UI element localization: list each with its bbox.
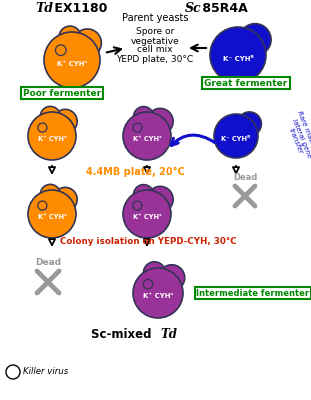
Circle shape bbox=[214, 114, 258, 158]
Text: cell mix: cell mix bbox=[137, 46, 173, 54]
Text: K⁺ CYHˢ: K⁺ CYHˢ bbox=[143, 293, 173, 299]
Text: 4.4MB plate, 20°C: 4.4MB plate, 20°C bbox=[86, 167, 184, 177]
Text: Td: Td bbox=[160, 328, 177, 342]
Text: Colony isolation on YEPD-CYH, 30°C: Colony isolation on YEPD-CYH, 30°C bbox=[60, 238, 236, 246]
Circle shape bbox=[38, 123, 47, 132]
Circle shape bbox=[44, 32, 100, 88]
Text: EX1180: EX1180 bbox=[50, 2, 107, 14]
Text: K⁺ CYHˢ: K⁺ CYHˢ bbox=[38, 136, 66, 142]
Text: vegetative: vegetative bbox=[131, 36, 179, 46]
Text: Sc: Sc bbox=[185, 2, 202, 14]
Text: Dead: Dead bbox=[233, 173, 257, 182]
Circle shape bbox=[53, 109, 77, 133]
Circle shape bbox=[133, 268, 183, 318]
Text: Rare mating or
lateral gene
transfer: Rare mating or lateral gene transfer bbox=[283, 110, 311, 166]
Circle shape bbox=[6, 365, 20, 379]
Text: Killer virus: Killer virus bbox=[23, 368, 68, 376]
Circle shape bbox=[28, 112, 76, 160]
Text: 85R4A: 85R4A bbox=[198, 2, 248, 14]
Circle shape bbox=[159, 265, 185, 291]
Circle shape bbox=[237, 112, 262, 136]
Circle shape bbox=[123, 190, 171, 238]
Text: YEPD plate, 30°C: YEPD plate, 30°C bbox=[116, 54, 193, 64]
Circle shape bbox=[134, 185, 154, 205]
Text: K⁺ CYHˢ: K⁺ CYHˢ bbox=[38, 214, 66, 220]
Circle shape bbox=[73, 29, 101, 57]
Text: Spore or: Spore or bbox=[136, 28, 174, 36]
Circle shape bbox=[40, 184, 60, 204]
Text: K⁺ CYHˢ: K⁺ CYHˢ bbox=[133, 136, 161, 142]
Text: Poor fermenter: Poor fermenter bbox=[23, 88, 101, 98]
Text: Parent yeasts: Parent yeasts bbox=[122, 13, 188, 23]
Text: Sc-mixed: Sc-mixed bbox=[91, 328, 156, 342]
Circle shape bbox=[59, 26, 81, 48]
Circle shape bbox=[147, 108, 173, 134]
Circle shape bbox=[53, 187, 77, 211]
Circle shape bbox=[133, 123, 142, 132]
Circle shape bbox=[134, 107, 154, 127]
Circle shape bbox=[147, 186, 173, 212]
Circle shape bbox=[40, 106, 60, 126]
Circle shape bbox=[143, 262, 165, 284]
Text: K⁻ CYHᴿ: K⁻ CYHᴿ bbox=[221, 136, 251, 142]
Text: Dead: Dead bbox=[35, 258, 61, 267]
Text: Great fermenter: Great fermenter bbox=[204, 78, 288, 88]
Text: Td: Td bbox=[35, 2, 53, 14]
Circle shape bbox=[133, 201, 142, 210]
Text: Intermediate fermenter: Intermediate fermenter bbox=[197, 288, 309, 298]
Circle shape bbox=[123, 112, 171, 160]
Text: K⁻ CYHᴿ: K⁻ CYHᴿ bbox=[223, 56, 253, 62]
Text: K⁺ CYHˢ: K⁺ CYHˢ bbox=[133, 214, 161, 220]
Circle shape bbox=[239, 24, 271, 56]
Text: K⁺ CYHˢ: K⁺ CYHˢ bbox=[57, 61, 87, 67]
Circle shape bbox=[38, 201, 47, 210]
Circle shape bbox=[55, 45, 66, 56]
Circle shape bbox=[210, 27, 266, 83]
Circle shape bbox=[143, 280, 153, 289]
Circle shape bbox=[28, 190, 76, 238]
